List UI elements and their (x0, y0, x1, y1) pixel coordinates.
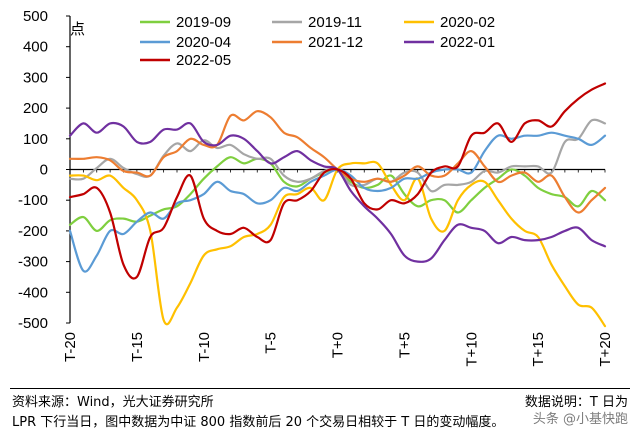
y-tick-label: -100 (18, 192, 48, 209)
y-tick-label: 500 (23, 8, 48, 25)
y-tick-label: 100 (23, 131, 48, 148)
x-tick-label: T+0 (330, 332, 347, 358)
chart: 500 400 300 200 100 0 -100 -200 -300 -400 -500 T-2… (18, 8, 614, 367)
series-line-2020-04 (68, 131, 607, 273)
y-tick-label: -400 (18, 284, 48, 301)
series-line-2020-02 (68, 160, 607, 328)
y-unit-label: 点 (70, 20, 85, 38)
series-line-2022-05 (68, 82, 607, 280)
series-line-2022-01 (68, 121, 607, 263)
watermark: 头条 @小基快跑 (532, 412, 628, 427)
x-tick-label: T-5 (263, 332, 280, 354)
source-note: 资料来源：Wind，光大证券研究所 (12, 395, 214, 410)
y-tick-label: -300 (18, 254, 48, 271)
y-tick-label: 0 (40, 162, 48, 179)
series-line-2019-11 (68, 118, 607, 193)
footer-divider (10, 388, 630, 389)
legend-label-2022-05: 2022-05 (176, 52, 231, 69)
y-axis: 500 400 300 200 100 0 -100 -200 -300 -400 -500 (18, 8, 71, 332)
x-tick-label: T+5 (396, 332, 413, 358)
x-tick-label: T+10 (463, 332, 480, 367)
x-tick-label: T+20 (597, 332, 614, 367)
legend-label-2021-12: 2021-12 (308, 34, 363, 51)
legend-label-2019-09: 2019-09 (176, 14, 231, 31)
series-line-2021-12 (68, 110, 607, 214)
y-tick-label: 300 (23, 69, 48, 86)
series-lines (68, 82, 607, 328)
legend-label-2019-11: 2019-11 (308, 14, 362, 31)
y-tick-label: 400 (23, 39, 48, 56)
x-tick-label: T-15 (129, 332, 146, 362)
y-tick-label: -200 (18, 223, 48, 240)
y-tick-label: -500 (18, 315, 48, 332)
legend: 2019-09 2019-11 2020-02 2020-04 2021-12 2022-… (140, 14, 495, 69)
x-tick-label: T+15 (530, 332, 547, 367)
y-tick-label: 200 (23, 100, 48, 117)
data-note-body: LPR 下行当日，图中数据为中证 800 指数前后 20 个交易日相较于 T 日… (12, 415, 505, 430)
x-tick-label: T-10 (196, 332, 213, 362)
legend-label-2022-01: 2022-01 (440, 34, 495, 51)
legend-label-2020-04: 2020-04 (176, 34, 231, 51)
data-note-title: 数据说明：T 日为 (524, 395, 628, 410)
x-axis: T-20 T-15 T-10 T-5 T+0 T+5 T+10 T+15 T+20 (62, 168, 614, 367)
x-tick-label: T-20 (62, 332, 79, 362)
legend-label-2020-02: 2020-02 (440, 14, 495, 31)
